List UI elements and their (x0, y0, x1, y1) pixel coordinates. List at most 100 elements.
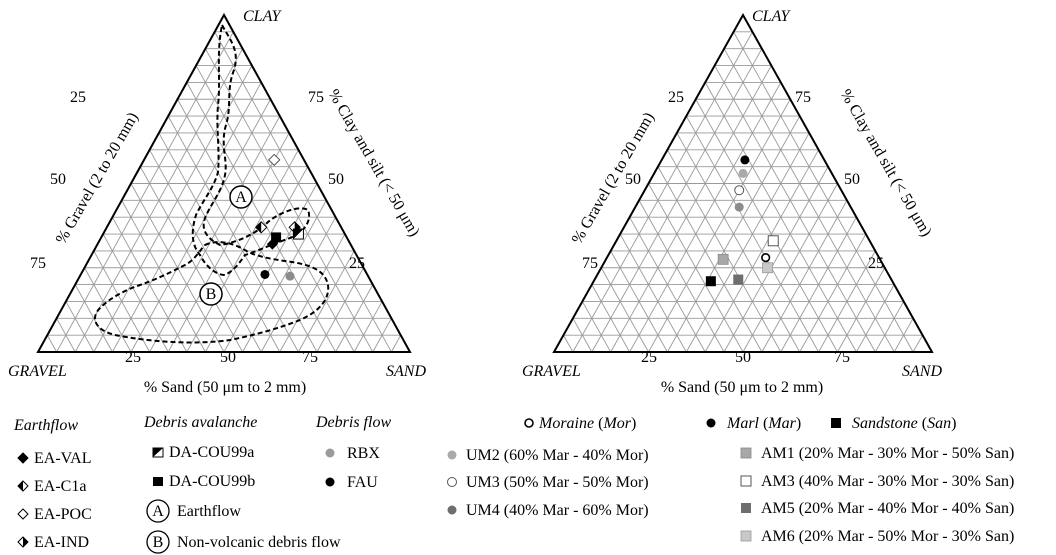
grid-line (619, 233, 687, 353)
point-da-cou99b (271, 232, 282, 243)
legend-item-da-cou99a: DA-COU99a (152, 444, 254, 461)
triangle-frame-left (36, 12, 412, 353)
grid-line (242, 200, 327, 353)
legend-label-ea-poc: EA-POC (34, 506, 92, 523)
legend-field-a-letter: A (152, 503, 164, 520)
diamond-left-filled-icon (17, 452, 29, 464)
tick-right-50-right: 50 (844, 171, 860, 188)
grid-line (723, 166, 829, 353)
grid-line (279, 233, 346, 353)
grid-line (316, 267, 364, 353)
tick-bottom-50-left: 50 (220, 349, 236, 366)
legend-field-b-label: Non-volcanic debris flow (177, 534, 341, 551)
legend-item-um3: UM3 (50% Mar - 50% Mor) (447, 474, 649, 491)
legend-label-da-cou99a: DA-COU99a (169, 444, 254, 461)
grid-line (84, 267, 132, 353)
legend-label-um4: UM4 (40% Mar - 60% Mor) (466, 502, 649, 519)
tick-left-25-left: 25 (70, 89, 86, 106)
grid-line (657, 166, 763, 353)
grid-line (638, 200, 725, 353)
grid-line (158, 132, 281, 353)
legend-title-debris-avalanche: Debris avalanche (143, 414, 257, 431)
vertex-clay-left: CLAY (243, 8, 282, 25)
point-am6 (762, 262, 773, 274)
grid-line (629, 216, 706, 353)
tick-right-25-right: 25 (868, 255, 884, 272)
black-circle-icon (706, 418, 716, 428)
point-rbx (285, 271, 295, 281)
tick-left-25-right: 25 (668, 89, 684, 106)
tick-right-50-left: 50 (328, 171, 344, 188)
grid-line (56, 31, 234, 353)
white-circle-icon (447, 477, 457, 487)
black-square-icon (831, 418, 841, 428)
legend-item-um2: UM2 (60% Mar - 40% Mor) (447, 447, 649, 464)
grid-line (591, 284, 630, 353)
legend-item-am1: AM1 (20% Mar - 30% Mor - 50% San) (740, 445, 1014, 462)
vertex-gravel-right: GRAVEL (522, 363, 581, 380)
square-half-icon (152, 447, 164, 458)
point-am1 (717, 253, 729, 265)
grid-line (600, 267, 649, 353)
grid-line (610, 250, 668, 353)
grid-line (714, 65, 876, 353)
legend-label-moraine: Moraine (Mor) (538, 415, 636, 432)
axis-label-clay-left: % Clay and silt (< 50 μm) (325, 87, 423, 240)
field-a-earthflow-boundary (191, 22, 310, 277)
gray-circle-icon (325, 448, 335, 458)
vertex-gravel-left: GRAVEL (8, 363, 67, 380)
legend-item-da-cou99b: DA-COU99b (153, 473, 255, 490)
legend-item-ea-ind: EA-IND (17, 534, 89, 551)
tick-bottom-25-right: 25 (641, 349, 657, 366)
legend-label-ea-val: EA-VAL (34, 450, 91, 467)
legend-item-field-b: B Non-volcanic debris flow (146, 530, 341, 554)
tick-left-50-left: 50 (50, 171, 66, 188)
diamond-half-right-icon (17, 536, 29, 548)
grid-line (214, 31, 392, 353)
legend-label-am6: AM6 (20% Mar - 50% Mor - 30% San) (761, 528, 1014, 545)
legend-title-earthflow: Earthflow (13, 417, 78, 434)
tick-right-75-right: 75 (795, 89, 811, 106)
point-san (705, 276, 716, 287)
data-points-right (705, 155, 779, 287)
grid-line (93, 250, 150, 353)
grid-line (733, 31, 914, 353)
vertex-sand-left: SAND (386, 363, 426, 380)
legend-item-ea-c1a: EA-C1a (17, 478, 86, 495)
tick-bottom-25-left: 25 (125, 349, 141, 366)
tick-left-50-right: 50 (625, 171, 641, 188)
legend-item-field-a: A Earthflow (146, 499, 241, 523)
axis-label-gravel-right: % Gravel (2 to 20 mm) (569, 110, 658, 247)
grid-line (195, 65, 355, 353)
legend-field-a-label: Earthflow (177, 503, 241, 520)
field-b-debris-flow-boundary (94, 241, 330, 344)
point-mar (740, 155, 750, 165)
point-um3 (734, 185, 745, 196)
grid-line (93, 65, 253, 353)
tick-bottom-75-left: 75 (302, 349, 318, 366)
grid-left (46, 31, 402, 353)
grid-line (112, 216, 188, 353)
diamond-half-left-icon (17, 480, 29, 492)
grid-line (335, 284, 374, 353)
grid-line (874, 301, 905, 353)
grid-line (572, 31, 753, 353)
grid-line (581, 301, 612, 353)
grid-line (74, 284, 113, 353)
grid-line (685, 132, 810, 353)
tick-left-75-right: 75 (582, 255, 598, 272)
legend-item-moraine: Moraine (Mor) (524, 415, 636, 432)
point-am5 (733, 274, 744, 285)
grid-line (65, 301, 95, 353)
legend-item-ea-poc: EA-POC (17, 506, 92, 523)
ternary-plot-left: A B CLAY GRAVEL SAND 25 50 75 % Sand (50… (8, 8, 426, 396)
lightgray-square-icon (740, 447, 752, 459)
tick-bottom-50-right: 50 (735, 349, 751, 366)
grid-line (353, 301, 383, 353)
point-um2 (738, 168, 748, 178)
field-label-b: B (199, 282, 223, 306)
point-am3 (767, 235, 779, 247)
grid-line (372, 318, 392, 353)
vertex-clay-right: CLAY (752, 8, 791, 25)
